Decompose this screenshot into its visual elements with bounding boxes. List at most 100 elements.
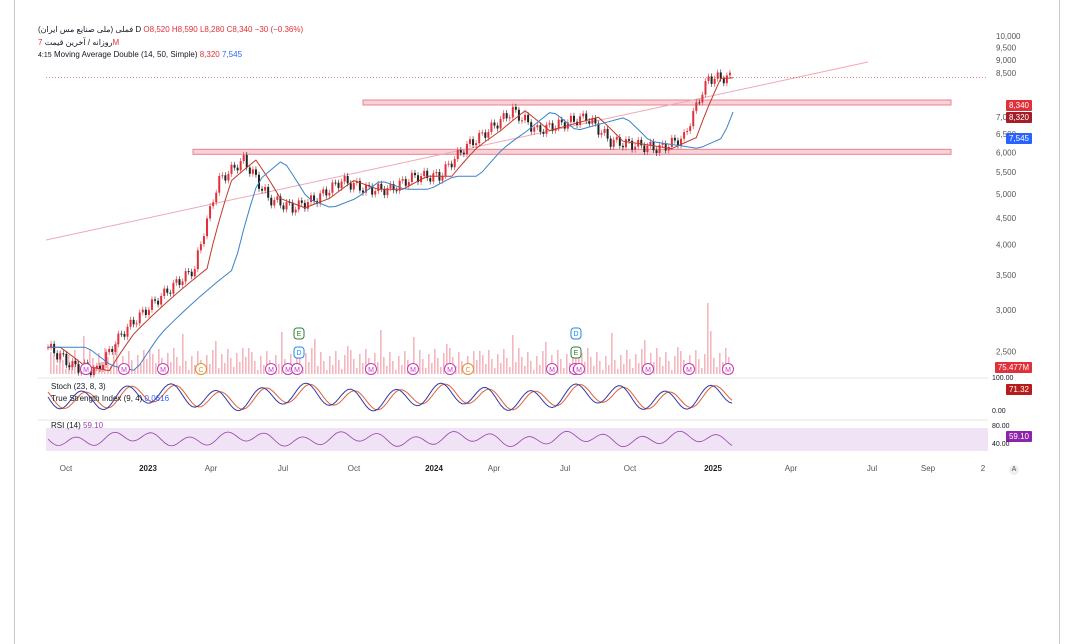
y-tick-label: 5,000: [996, 190, 1017, 199]
candle: [77, 364, 80, 373]
volume-bar: [56, 365, 58, 374]
volume-bar: [491, 359, 493, 374]
x-tick-label: Oct: [348, 464, 361, 473]
volume-bar: [704, 354, 706, 374]
candle: [132, 319, 135, 325]
candle: [126, 326, 129, 337]
candle: [114, 344, 117, 352]
volume-bar: [362, 363, 364, 374]
volume-bar: [311, 348, 313, 374]
event-marker-label: M: [83, 367, 89, 374]
event-marker-label: M: [549, 367, 555, 374]
volume-bar: [359, 354, 361, 374]
candle: [673, 137, 676, 141]
event-marker: [365, 363, 377, 375]
event-marker: [642, 363, 654, 375]
candle: [563, 122, 566, 129]
candle: [707, 76, 710, 82]
candle: [340, 181, 343, 188]
rsi-legend[interactable]: RSI (14) 59.10: [51, 421, 103, 430]
high-value: H8,590: [171, 25, 198, 34]
candle: [50, 343, 53, 348]
candle: [520, 120, 523, 122]
volume-bar: [620, 355, 622, 374]
volume-bar: [605, 356, 607, 374]
volume-bar: [107, 357, 109, 374]
candle: [270, 197, 273, 206]
candle: [692, 110, 695, 127]
candle: [478, 132, 481, 144]
rsi-bottom-label: 40.00: [992, 441, 1010, 448]
volume-bar: [473, 351, 475, 374]
candle: [154, 299, 157, 301]
candle: [710, 76, 713, 84]
volume-bar: [323, 361, 325, 374]
candle: [514, 106, 517, 110]
candle: [245, 154, 248, 168]
volume-bar: [251, 352, 253, 374]
x-tick-label: Jul: [560, 464, 570, 473]
candle: [377, 183, 380, 192]
y-tick-label: 8,500: [996, 69, 1017, 78]
event-marker-label: M: [368, 367, 374, 374]
x-tick-label: Sep: [921, 464, 936, 473]
volume-bar: [497, 354, 499, 374]
volume-bar: [566, 354, 568, 374]
candle: [490, 122, 493, 133]
candle: [187, 271, 190, 273]
candle: [572, 115, 575, 122]
tsi-legend[interactable]: True Strength Index (9, 4) 0.0616: [51, 394, 169, 403]
stoch-legend[interactable]: Stoch (23, 8, 3): [51, 382, 106, 391]
volume-bar: [329, 356, 331, 374]
candle: [417, 175, 420, 183]
candle: [291, 202, 294, 213]
volume-bar: [713, 358, 715, 374]
ma-legend[interactable]: Moving Average Double (14, 50, Simple) 8…: [54, 50, 242, 59]
auto-scale-button[interactable]: A: [1009, 465, 1019, 475]
volume-bar: [53, 356, 55, 374]
volume-bar: [137, 355, 139, 374]
candle: [227, 173, 230, 181]
candle: [166, 288, 169, 293]
y-tick-label: 4,500: [996, 214, 1017, 223]
candle: [612, 139, 615, 147]
y-tick-label: 9,000: [996, 56, 1017, 65]
candle: [487, 132, 490, 138]
volume-bar: [392, 361, 394, 374]
symbol-name[interactable]: فملی (ملی صنایع مس ایران): [38, 25, 134, 34]
stoch-tag: 71.32: [1005, 384, 1032, 395]
volume-bar: [209, 364, 211, 374]
volume-bar: [89, 349, 91, 374]
candle: [365, 185, 368, 193]
candle: [499, 119, 502, 129]
candle: [361, 190, 364, 193]
candle: [511, 106, 514, 118]
candle: [413, 172, 416, 176]
time-label: 4:15: [38, 52, 52, 59]
candle: [71, 360, 74, 368]
volume-bar: [281, 332, 283, 374]
candle: [309, 195, 312, 203]
volume-bar: [239, 362, 241, 374]
volume-bar: [476, 360, 478, 374]
candle: [469, 139, 472, 144]
volume-bar: [437, 358, 439, 374]
stoch-k-line: [47, 382, 733, 412]
earnings-dividend-label: E: [574, 350, 579, 357]
event-marker-label: M: [121, 367, 127, 374]
price-chart[interactable]: 10,0009,5009,0008,5007,0006,5006,0005,50…: [38, 16, 1039, 478]
volume-bar: [377, 362, 379, 374]
volume-bar: [257, 370, 259, 374]
volume-bar: [215, 341, 217, 374]
event-marker: [462, 363, 474, 375]
volume-bar: [560, 359, 562, 374]
volume-bar: [83, 336, 85, 374]
earnings-dividend-marker: [570, 327, 582, 340]
volume-bar: [431, 363, 433, 374]
candle: [392, 184, 395, 191]
candle: [481, 132, 484, 134]
volume-bar: [206, 355, 208, 374]
candle: [716, 72, 719, 79]
volume-bar: [68, 355, 70, 374]
volume-bar: [254, 361, 256, 374]
